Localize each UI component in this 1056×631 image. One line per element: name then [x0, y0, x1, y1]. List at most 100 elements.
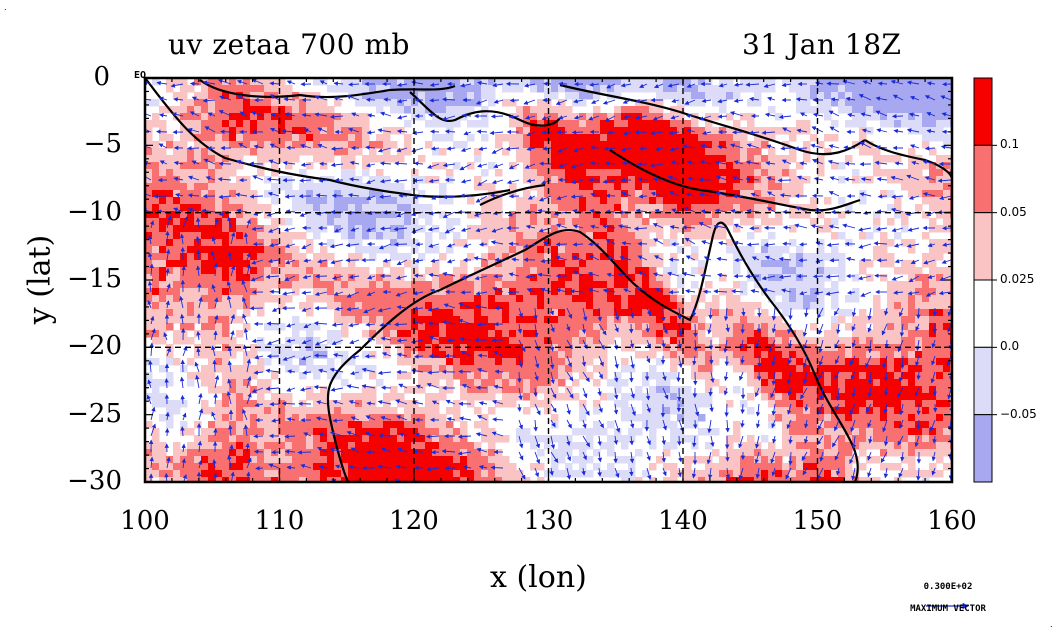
vorticity-cell — [670, 316, 678, 324]
vorticity-cell — [152, 78, 160, 86]
vorticity-cell — [292, 421, 300, 429]
vorticity-cell — [257, 274, 265, 282]
vorticity-cell — [607, 449, 615, 457]
vorticity-cell — [740, 78, 748, 86]
vorticity-cell — [705, 386, 713, 394]
vorticity-cell — [929, 225, 937, 233]
vorticity-cell — [838, 449, 846, 457]
vorticity-cell — [411, 246, 419, 254]
vorticity-cell — [733, 92, 741, 100]
vorticity-cell — [817, 141, 825, 149]
vorticity-cell — [943, 449, 951, 457]
vorticity-cell — [789, 365, 797, 373]
vorticity-cell — [152, 253, 160, 261]
vorticity-cell — [166, 204, 174, 212]
vorticity-cell — [551, 134, 559, 142]
vorticity-cell — [698, 456, 706, 464]
vorticity-cell — [145, 218, 153, 226]
vorticity-cell — [145, 288, 153, 296]
vorticity-cell — [936, 435, 944, 443]
vorticity-cell — [684, 435, 692, 443]
vorticity-cell — [677, 386, 685, 394]
vorticity-cell — [600, 288, 608, 296]
vorticity-cell — [579, 113, 587, 121]
vorticity-cell — [516, 218, 524, 226]
vorticity-cell — [481, 435, 489, 443]
vorticity-cell — [376, 379, 384, 387]
vorticity-cell — [649, 330, 657, 338]
vorticity-cell — [649, 323, 657, 331]
vorticity-cell — [418, 190, 426, 198]
vorticity-cell — [474, 225, 482, 233]
vorticity-cell — [593, 197, 601, 205]
vorticity-cell — [670, 78, 678, 86]
vorticity-cell — [278, 267, 286, 275]
vorticity-cell — [236, 442, 244, 450]
vorticity-cell — [523, 393, 531, 401]
vorticity-cell — [152, 148, 160, 156]
vorticity-cell — [481, 372, 489, 380]
vorticity-cell — [719, 337, 727, 345]
vorticity-cell — [775, 176, 783, 184]
vorticity-cell — [166, 239, 174, 247]
vorticity-cell — [852, 99, 860, 107]
vorticity-cell — [166, 407, 174, 415]
vorticity-cell — [698, 99, 706, 107]
vorticity-cell — [705, 78, 713, 86]
vorticity-cell — [838, 386, 846, 394]
vorticity-cell — [803, 253, 811, 261]
vorticity-cell — [663, 316, 671, 324]
vorticity-cell — [740, 148, 748, 156]
vorticity-cell — [313, 225, 321, 233]
vorticity-cell — [670, 225, 678, 233]
vorticity-cell — [635, 253, 643, 261]
vorticity-cell — [740, 183, 748, 191]
vorticity-cell — [600, 393, 608, 401]
vorticity-cell — [446, 442, 454, 450]
vorticity-cell — [901, 316, 909, 324]
vorticity-cell — [523, 211, 531, 219]
vorticity-cell — [929, 274, 937, 282]
vorticity-cell — [551, 323, 559, 331]
vorticity-cell — [551, 449, 559, 457]
vorticity-cell — [187, 169, 195, 177]
vorticity-cell — [299, 204, 307, 212]
vorticity-cell — [831, 302, 839, 310]
vorticity-cell — [306, 197, 314, 205]
vorticity-cell — [180, 260, 188, 268]
vorticity-cell — [201, 225, 209, 233]
vorticity-cell — [313, 148, 321, 156]
vorticity-cell — [453, 449, 461, 457]
vorticity-cell — [313, 204, 321, 212]
vorticity-cell — [859, 120, 867, 128]
vorticity-cell — [215, 442, 223, 450]
vorticity-cell — [852, 120, 860, 128]
vorticity-cell — [187, 316, 195, 324]
vorticity-cell — [572, 337, 580, 345]
vorticity-cell — [425, 309, 433, 317]
vorticity-cell — [586, 120, 594, 128]
vorticity-cell — [250, 99, 258, 107]
vorticity-cell — [306, 113, 314, 121]
vorticity-cell — [908, 99, 916, 107]
vorticity-cell — [579, 246, 587, 254]
vorticity-cell — [173, 330, 181, 338]
vorticity-cell — [614, 204, 622, 212]
vorticity-cell — [376, 442, 384, 450]
vorticity-cell — [446, 386, 454, 394]
vorticity-cell — [943, 120, 951, 128]
vorticity-cell — [362, 414, 370, 422]
vorticity-cell — [313, 190, 321, 198]
vorticity-cell — [824, 393, 832, 401]
vorticity-cell — [782, 428, 790, 436]
vorticity-cell — [670, 155, 678, 163]
vorticity-cell — [558, 141, 566, 149]
vorticity-cell — [152, 141, 160, 149]
vorticity-cell — [593, 351, 601, 359]
vorticity-cell — [194, 449, 202, 457]
vorticity-cell — [908, 393, 916, 401]
vorticity-cell — [579, 400, 587, 408]
vorticity-cell — [292, 365, 300, 373]
vorticity-cell — [481, 239, 489, 247]
